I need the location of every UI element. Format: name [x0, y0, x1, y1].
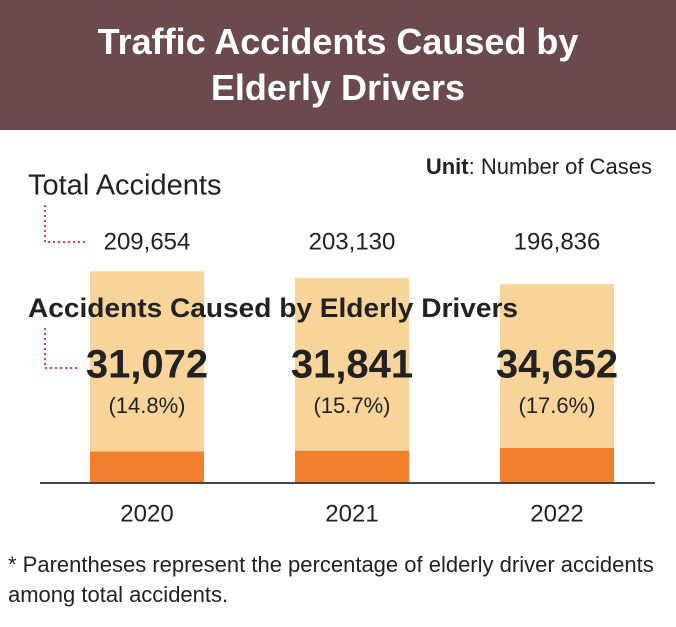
bar [295, 450, 409, 483]
unit-label: Unit [426, 154, 469, 179]
chart-title: Traffic Accidents Caused by Elderly Driv… [97, 21, 579, 108]
value-label: 34,652 [496, 343, 618, 387]
unit-text: : Number of Cases [469, 154, 652, 179]
footnote: * Parentheses represent the percentage o… [8, 552, 654, 607]
unit: Unit: Number of Cases [426, 154, 652, 179]
bar [500, 448, 614, 483]
value-label: 209,654 [104, 228, 191, 255]
value-label: 203,130 [309, 228, 396, 255]
bar [90, 451, 204, 483]
share-label: (17.6%) [518, 393, 595, 418]
value-label: 31,072 [86, 343, 208, 387]
bar [90, 271, 204, 483]
leader-line [44, 205, 88, 243]
x-tick-label: 2021 [325, 500, 378, 527]
leader-line [44, 328, 78, 369]
share-label: (15.7%) [313, 393, 390, 418]
series-label: Accidents Caused by Elderly Drivers [28, 293, 518, 323]
value-label: 31,841 [291, 343, 413, 387]
bar [295, 277, 409, 483]
value-label: 196,836 [514, 228, 601, 255]
x-tick-label: 2020 [120, 500, 173, 527]
chart: Unit: Number of Cases 2020 2021 2022 Total… [28, 154, 655, 527]
x-tick-label: 2022 [530, 500, 583, 527]
banner: Traffic Accidents Caused by Elderly Driv… [0, 0, 676, 130]
share-label: (14.8%) [108, 393, 185, 418]
series-label: Total Accidents [28, 170, 221, 202]
